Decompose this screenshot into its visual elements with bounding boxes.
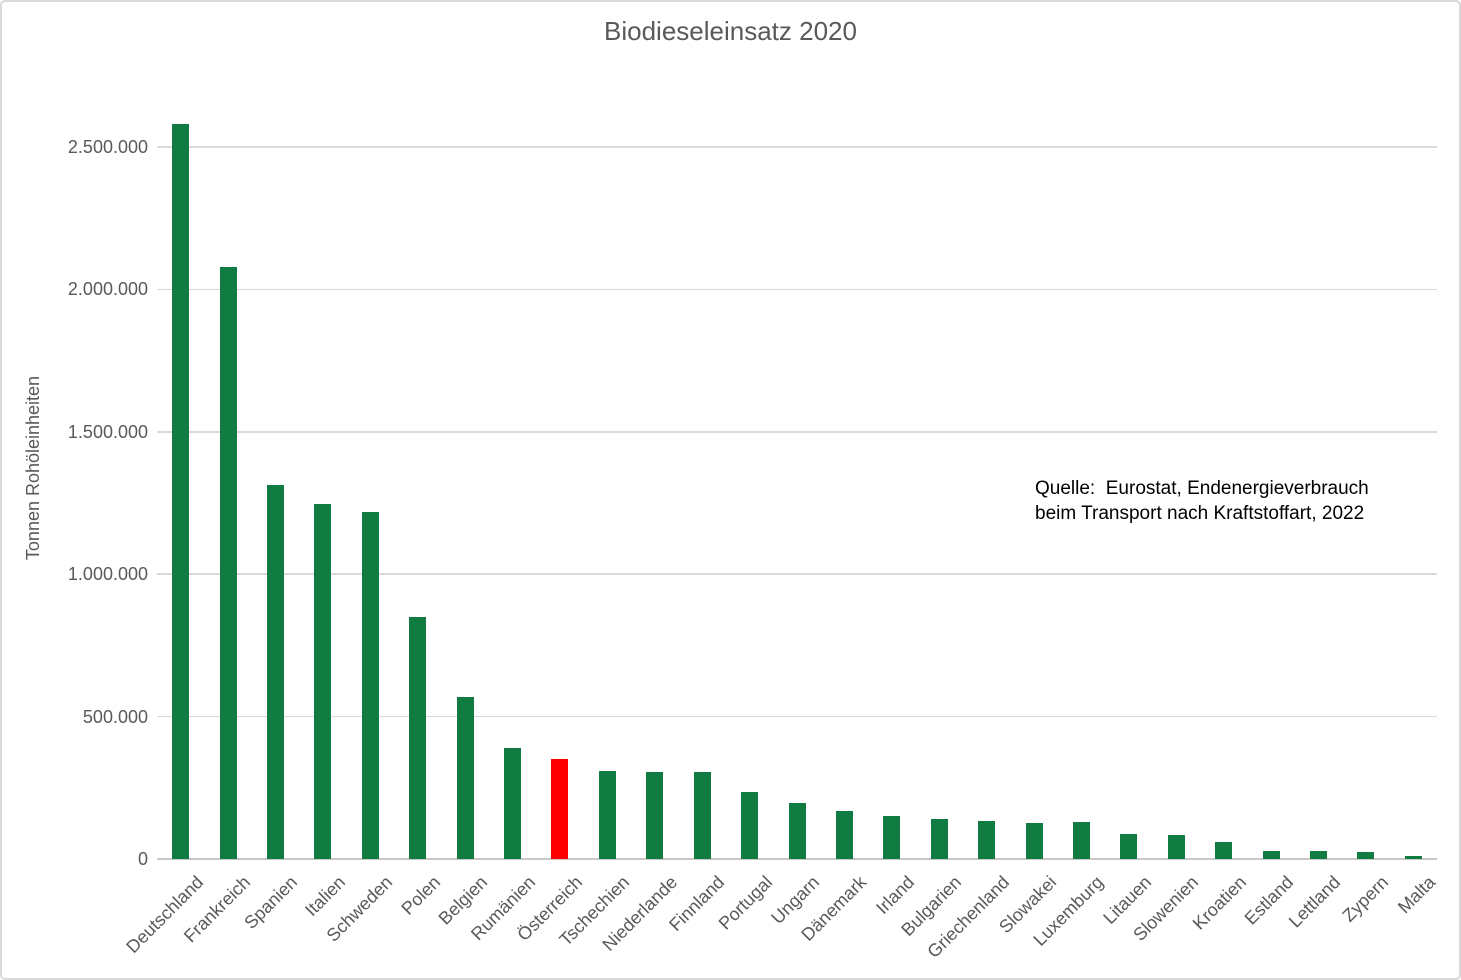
bar-litauen xyxy=(1120,834,1138,859)
y-tick-label-1.000.000: 1.000.000 xyxy=(67,564,148,585)
y-tick-label-500.000: 500.000 xyxy=(82,706,148,727)
source-note-line1: Quelle: Eurostat, Endenergieverbrauch xyxy=(1035,478,1369,499)
bar-bulgarien xyxy=(930,818,948,859)
plot-area xyxy=(157,110,1437,860)
bar-polen xyxy=(409,616,427,859)
bar-kroatien xyxy=(1215,841,1233,859)
y-tick-label-2.000.000: 2.000.000 xyxy=(67,279,148,300)
bar-rumanien xyxy=(504,747,522,859)
bar-spanien xyxy=(267,484,285,859)
x-axis-label-lettland: Lettland xyxy=(1285,872,1345,932)
y-tick-label-1.500.000: 1.500.000 xyxy=(67,421,148,442)
source-note-line2: beim Transport nach Kraftstoffart, 2022 xyxy=(1035,503,1365,524)
x-axis-label-zypern: Zypern xyxy=(1338,872,1393,926)
bar-italien xyxy=(314,504,332,859)
gridline-2000000 xyxy=(157,288,1437,291)
y-tick-label-2.500.000: 2.500.000 xyxy=(67,137,148,158)
bar-slowenien xyxy=(1167,835,1185,859)
bar-tschechien xyxy=(598,770,616,859)
bar-luxemburg xyxy=(1072,821,1090,859)
bar-danemark xyxy=(835,810,853,859)
bar-deutschland xyxy=(172,124,190,859)
bar-slowakei xyxy=(1025,822,1043,859)
source-note: Quelle: Eurostat, Endenergieverbrauch be… xyxy=(1035,476,1369,526)
bar-belgien xyxy=(456,696,474,859)
bar-frankreich xyxy=(219,266,237,859)
y-tick-label-0: 0 xyxy=(137,849,148,869)
bar-estland xyxy=(1262,850,1280,859)
gridline-1500000 xyxy=(157,431,1437,433)
gridline-2500000 xyxy=(157,146,1437,148)
bar-griechenland xyxy=(978,820,996,859)
bar-lettland xyxy=(1309,850,1327,859)
x-axis-label-malta: Malta xyxy=(1394,872,1440,918)
bar-schweden xyxy=(361,511,379,859)
bar-osterreich xyxy=(551,759,569,859)
bar-ungarn xyxy=(788,803,806,859)
bar-malta xyxy=(1404,855,1422,859)
x-axis-line xyxy=(157,858,1437,860)
bar-zypern xyxy=(1357,852,1375,859)
bar-niederlande xyxy=(646,772,664,859)
chart-title: Biodieseleinsatz 2020 xyxy=(604,16,857,46)
bar-irland xyxy=(883,815,901,859)
gridline-1000000 xyxy=(157,573,1437,575)
bar-finnland xyxy=(693,772,711,859)
y-axis-title: Tonnen Rohöleinheiten xyxy=(23,375,43,561)
gridline-500000 xyxy=(157,715,1437,718)
bar-portugal xyxy=(741,792,759,859)
